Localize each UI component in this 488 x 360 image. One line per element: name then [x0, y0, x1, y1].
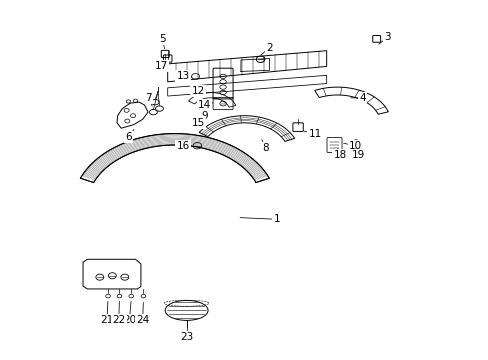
Text: 8: 8	[262, 143, 269, 153]
Text: 24: 24	[136, 315, 149, 325]
Text: 14: 14	[198, 100, 211, 110]
Text: 22: 22	[112, 315, 125, 325]
Text: 10: 10	[348, 141, 361, 151]
Text: 15: 15	[191, 118, 204, 128]
Text: 18: 18	[333, 150, 346, 160]
Text: 17: 17	[155, 61, 168, 71]
Text: 19: 19	[351, 150, 365, 160]
Text: 20: 20	[122, 315, 136, 325]
Text: 4: 4	[358, 93, 365, 103]
Text: 13: 13	[176, 71, 189, 81]
Text: 23: 23	[181, 332, 194, 342]
Text: 1: 1	[273, 214, 280, 224]
Text: 21: 21	[100, 315, 113, 325]
Text: 6: 6	[125, 132, 131, 142]
Text: 11: 11	[308, 129, 321, 139]
Text: 5: 5	[159, 34, 165, 44]
Text: 16: 16	[176, 141, 189, 151]
Text: 7: 7	[144, 93, 151, 103]
Text: 2: 2	[265, 43, 272, 53]
Text: 12: 12	[191, 86, 204, 96]
Text: 9: 9	[201, 111, 207, 121]
Text: 3: 3	[383, 32, 390, 42]
